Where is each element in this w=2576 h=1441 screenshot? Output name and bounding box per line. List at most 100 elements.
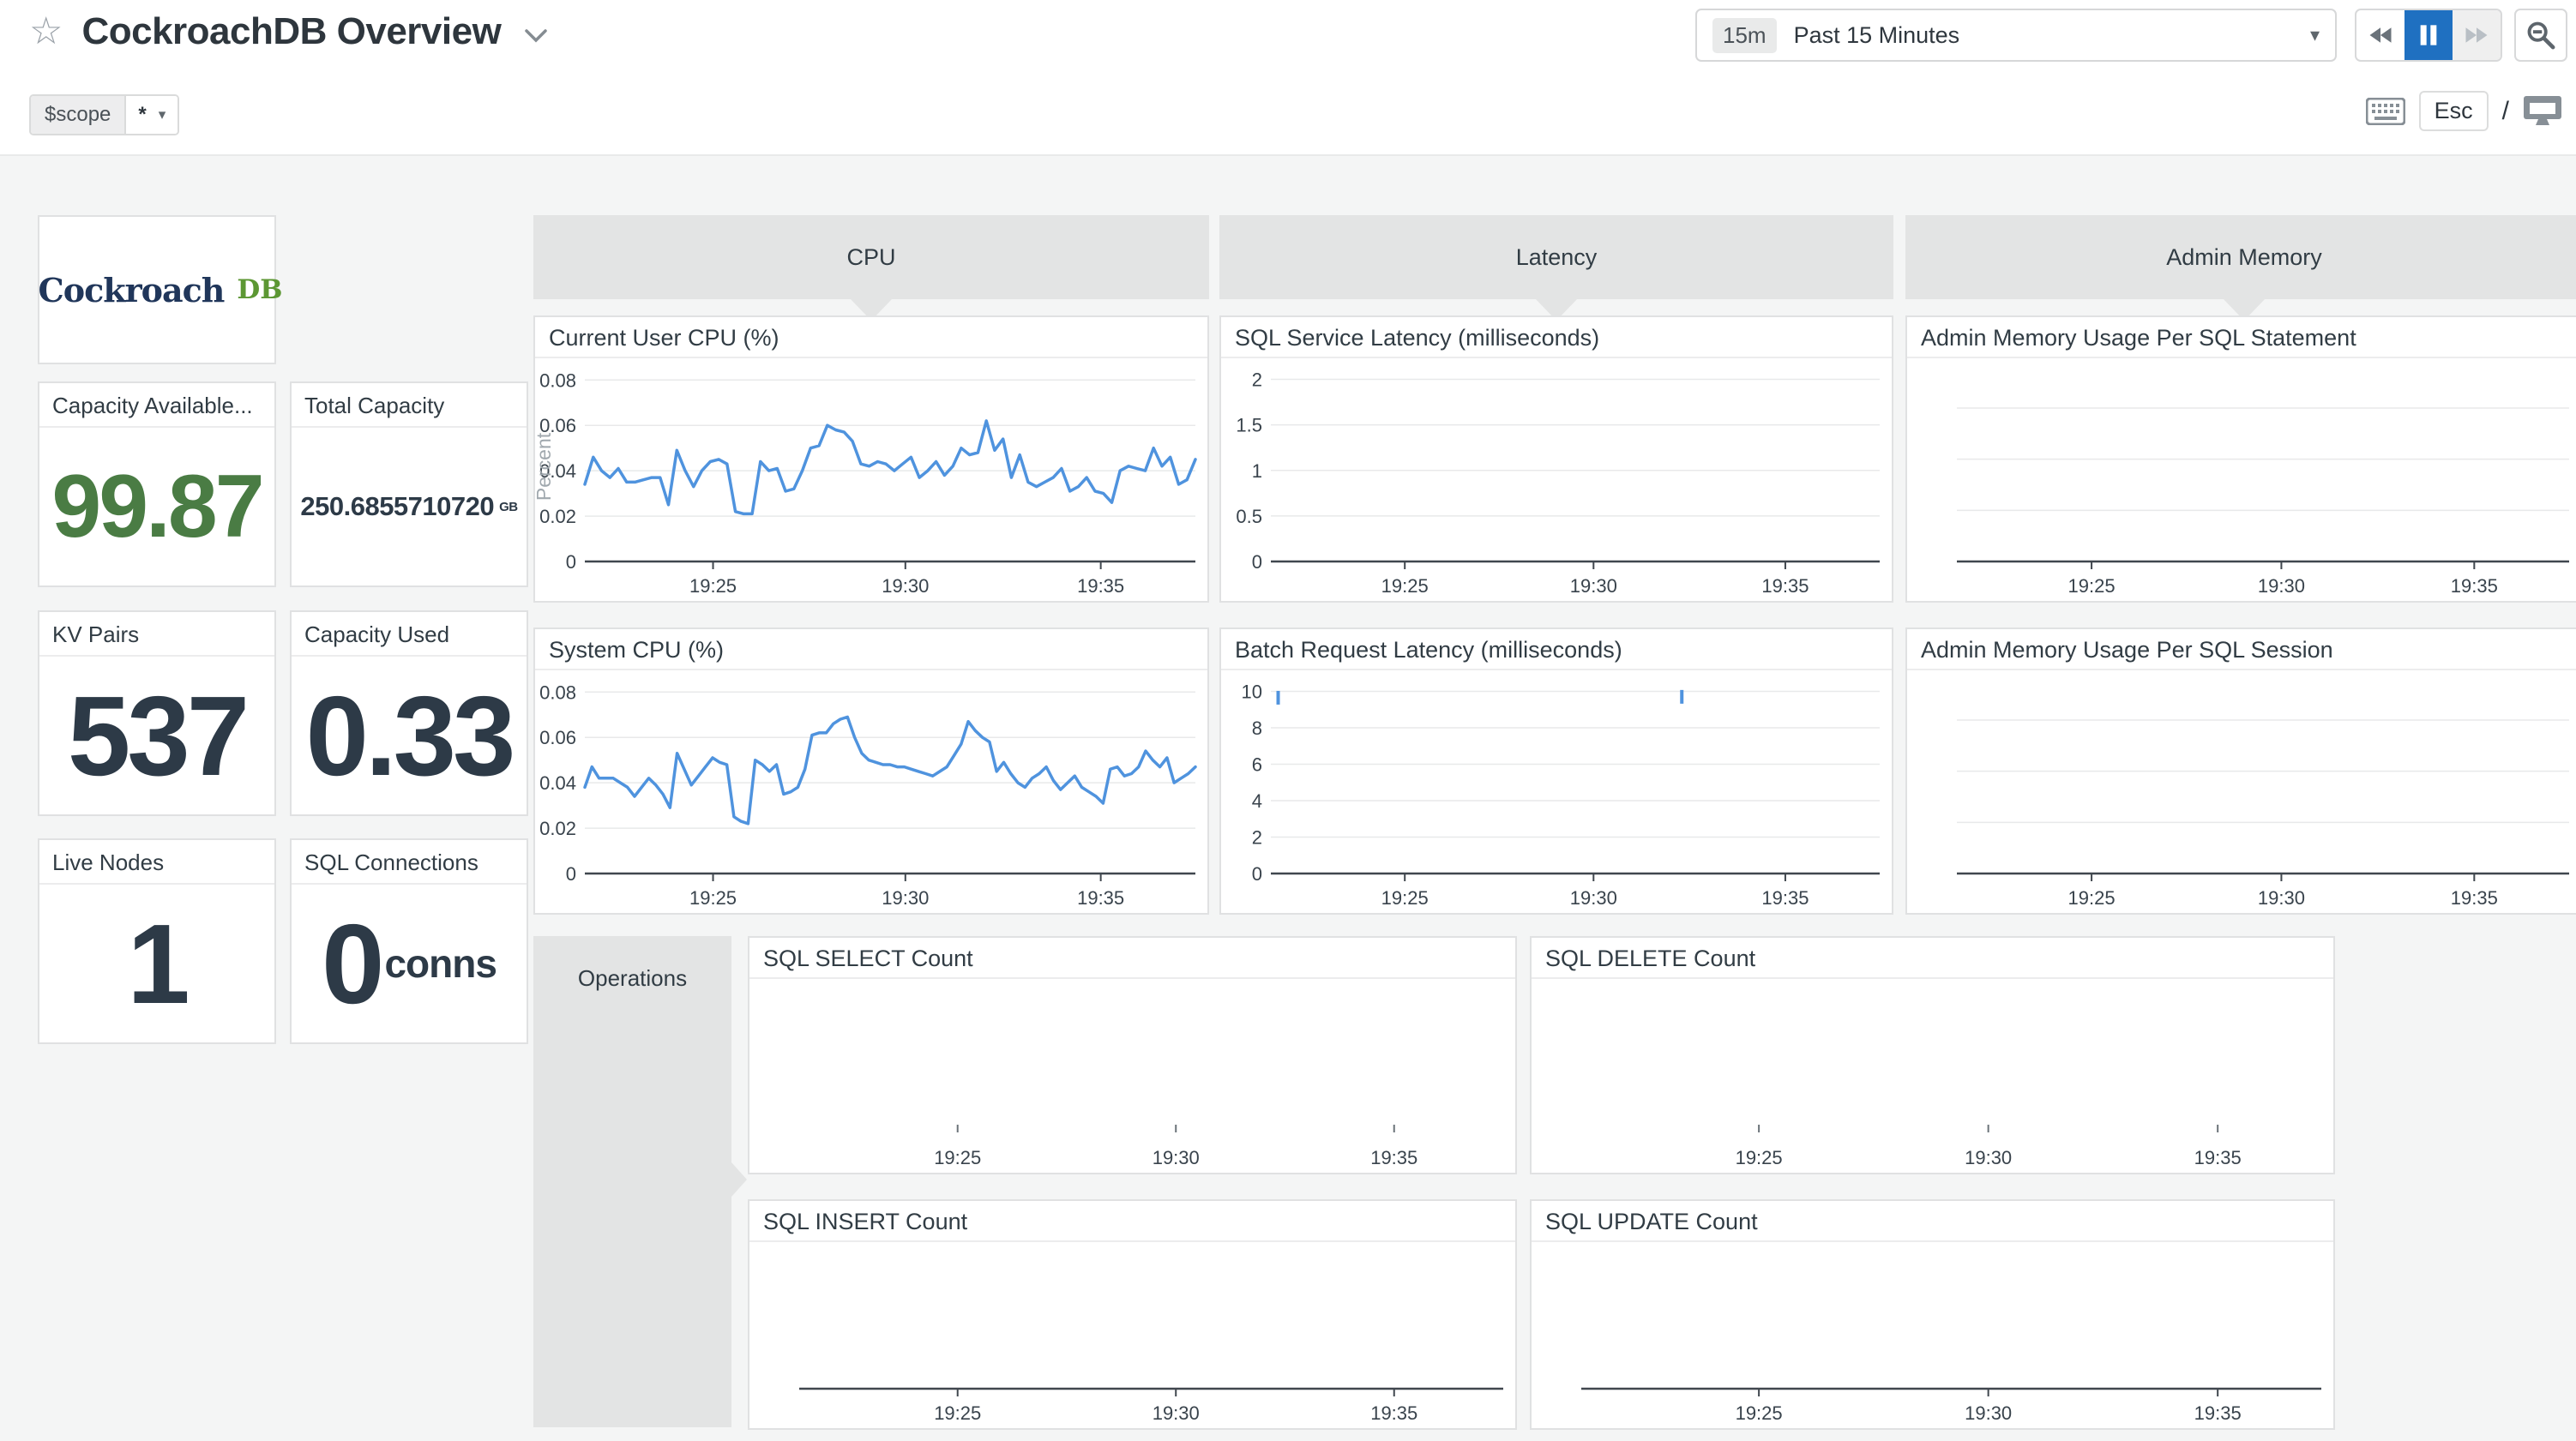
svg-text:19:30: 19:30 <box>1965 1402 2012 1424</box>
chart-title: Admin Memory Usage Per SQL Statement <box>1907 317 2576 358</box>
svg-text:19:25: 19:25 <box>2068 887 2116 909</box>
svg-text:19:25: 19:25 <box>689 887 737 909</box>
svg-text:19:30: 19:30 <box>882 575 929 597</box>
zoom-out-button[interactable] <box>2514 9 2567 62</box>
svg-text:19:30: 19:30 <box>1153 1147 1200 1168</box>
chart-title: SQL INSERT Count <box>749 1201 1515 1242</box>
chart-title: SQL UPDATE Count <box>1532 1201 2333 1242</box>
svg-text:19:35: 19:35 <box>1077 575 1124 597</box>
brand-wordmark-suffix: DB <box>237 274 283 305</box>
slash-separator: / <box>2501 96 2509 125</box>
scope-variable-label: $scope <box>31 96 127 134</box>
stat-card-capacity-used: Capacity Used 0.33 <box>290 610 528 816</box>
line-chart-batch-request-latency[interactable]: 0 2 4 6 8 10 19:25 19:30 19:35 <box>1221 672 1892 913</box>
fullscreen-hints: Esc / <box>2365 91 2562 131</box>
svg-text:19:25: 19:25 <box>934 1402 981 1424</box>
stat-value: 1 <box>127 900 190 1027</box>
line-chart-sql-service-latency[interactable]: 0 0.5 1 1.5 2 19:25 19:30 19:35 <box>1221 360 1892 601</box>
svg-text:0.02: 0.02 <box>539 818 576 839</box>
keyboard-icon[interactable] <box>2365 97 2405 125</box>
line-chart-sql-select-count[interactable]: 19:25 19:30 19:35 <box>749 981 1515 1173</box>
stat-value: 537 <box>67 672 250 799</box>
chart-panel-sql-insert-count: SQL INSERT Count 19:25 19:30 19:35 <box>748 1199 1517 1430</box>
template-variable-scope: $scope * ▾ <box>29 94 180 135</box>
svg-text:0: 0 <box>1252 863 1262 885</box>
group-header-cpu[interactable]: CPU <box>533 215 1209 321</box>
dashboard-title-row: ☆ CockroachDB Overview <box>29 10 549 53</box>
line-chart-system-cpu[interactable]: 0 0.02 0.04 0.06 0.08 19:25 19:30 19:35 <box>535 672 1207 913</box>
chart-panel-sql-select-count: SQL SELECT Count 19:25 19:30 19:35 <box>748 936 1517 1174</box>
svg-text:19:30: 19:30 <box>1570 887 1617 909</box>
svg-text:6: 6 <box>1252 754 1262 776</box>
stat-unit: conns <box>384 941 497 986</box>
svg-text:0: 0 <box>566 551 576 573</box>
group-header-operations[interactable]: Operations <box>533 936 747 1427</box>
chart-title: SQL SELECT Count <box>749 938 1515 979</box>
group-header-admin-memory[interactable]: Admin Memory <box>1905 215 2576 321</box>
svg-text:1: 1 <box>1252 460 1262 482</box>
svg-text:0: 0 <box>566 863 576 885</box>
svg-text:0.06: 0.06 <box>539 415 576 436</box>
stat-label: Capacity Used <box>292 612 527 657</box>
stat-card-live-nodes: Live Nodes 1 <box>38 838 276 1044</box>
chart-title: Batch Request Latency (milliseconds) <box>1221 629 1892 670</box>
svg-text:19:30: 19:30 <box>882 887 929 909</box>
stat-value: 250.6855710720 GB <box>300 491 518 521</box>
chart-panel-sql-update-count: SQL UPDATE Count 19:25 19:30 19:35 <box>1530 1199 2335 1430</box>
svg-text:19:30: 19:30 <box>2258 575 2305 597</box>
svg-text:19:35: 19:35 <box>1370 1147 1417 1168</box>
line-chart-sql-delete-count[interactable]: 19:25 19:30 19:35 <box>1532 981 2333 1173</box>
svg-text:19:25: 19:25 <box>1381 575 1429 597</box>
svg-text:19:30: 19:30 <box>1153 1402 1200 1424</box>
pause-button[interactable] <box>2404 10 2453 60</box>
chart-panel-batch-request-latency: Batch Request Latency (milliseconds) 0 2 4… <box>1219 627 1893 915</box>
time-range-picker[interactable]: 15m Past 15 Minutes ▾ <box>1695 9 2337 62</box>
svg-text:0.02: 0.02 <box>539 506 576 527</box>
svg-text:0.08: 0.08 <box>539 681 576 703</box>
svg-text:0.04: 0.04 <box>539 460 576 482</box>
scope-value-select[interactable]: * ▾ <box>126 96 178 134</box>
chart-panel-sql-delete-count: SQL DELETE Count 19:25 19:30 19:35 <box>1530 936 2335 1174</box>
fast-forward-icon <box>2465 27 2488 43</box>
svg-text:19:35: 19:35 <box>1761 575 1809 597</box>
favorite-star-icon[interactable]: ☆ <box>29 10 63 52</box>
cockroachdb-logo-card: Cockroach DB <box>38 215 282 364</box>
stat-value: 0 conns <box>322 900 497 1027</box>
line-chart-admin-memory-session[interactable]: 19:25 19:30 19:35 <box>1907 672 2576 913</box>
group-header-latency[interactable]: Latency <box>1219 215 1893 321</box>
chevron-down-icon[interactable] <box>523 27 549 45</box>
chart-title: SQL Service Latency (milliseconds) <box>1221 317 1892 358</box>
stat-card-total-capacity: Total Capacity 250.6855710720 GB <box>290 381 528 587</box>
svg-text:4: 4 <box>1252 790 1262 812</box>
line-chart-current-user-cpu[interactable]: 0 0.02 0.04 0.06 0.08 19:25 19:30 19:35 Percent <box>533 360 1207 601</box>
monitor-icon[interactable] <box>2523 95 2562 128</box>
stat-unit: GB <box>499 499 518 514</box>
chart-title: SQL DELETE Count <box>1532 938 2333 979</box>
line-chart-sql-update-count[interactable]: 19:25 19:30 19:35 <box>1532 1244 2333 1428</box>
svg-text:0: 0 <box>1252 551 1262 573</box>
zoom-out-icon <box>2527 21 2555 50</box>
group-notch <box>731 1162 747 1197</box>
svg-text:0.5: 0.5 <box>1236 506 1262 527</box>
time-range-label: Past 15 Minutes <box>1793 21 1960 48</box>
stat-label: Total Capacity <box>292 383 527 428</box>
svg-text:2: 2 <box>1252 827 1262 849</box>
chart-panel-current-user-cpu: Current User CPU (%) 0 0.02 0.04 0.06 0.08 19… <box>533 315 1209 603</box>
svg-text:19:30: 19:30 <box>1570 575 1617 597</box>
line-chart-sql-insert-count[interactable]: 19:25 19:30 19:35 <box>749 1244 1515 1428</box>
scope-value: * <box>138 103 147 126</box>
stat-label: KV Pairs <box>39 612 274 657</box>
rewind-button[interactable] <box>2356 10 2404 60</box>
svg-text:0.08: 0.08 <box>539 369 576 391</box>
svg-text:2: 2 <box>1252 369 1262 391</box>
svg-text:19:35: 19:35 <box>2194 1147 2242 1168</box>
brand-wordmark: Cockroach <box>38 270 226 309</box>
chart-title: Current User CPU (%) <box>535 317 1207 358</box>
svg-text:19:35: 19:35 <box>1370 1402 1417 1424</box>
esc-button[interactable]: Esc <box>2418 91 2489 131</box>
time-range-badge: 15m <box>1712 17 1777 53</box>
line-chart-admin-memory-statement[interactable]: 19:25 19:30 19:35 <box>1907 360 2576 601</box>
chart-panel-admin-memory-statement: Admin Memory Usage Per SQL Statement 19:… <box>1905 315 2576 603</box>
fast-forward-button[interactable] <box>2453 10 2501 60</box>
pause-icon <box>2420 25 2437 45</box>
